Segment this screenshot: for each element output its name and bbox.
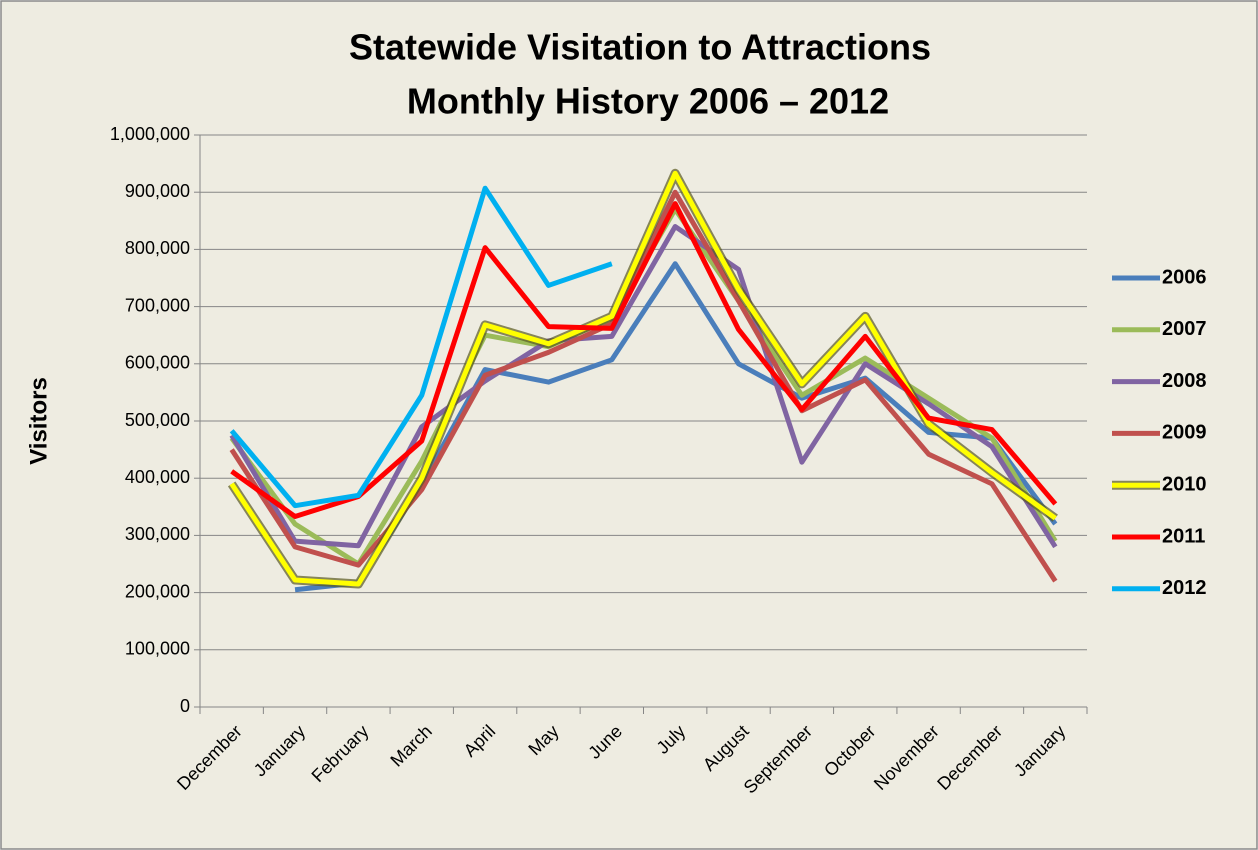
legend-label: 2008 bbox=[1162, 370, 1207, 392]
legend-label: 2010 bbox=[1162, 473, 1207, 495]
y-tick-label: 400,000 bbox=[125, 467, 190, 487]
y-tick-label: 600,000 bbox=[125, 353, 190, 373]
y-tick-label: 0 bbox=[180, 696, 190, 716]
legend-label: 2011 bbox=[1162, 525, 1205, 547]
legend-label: 2007 bbox=[1162, 318, 1207, 340]
y-tick-label: 800,000 bbox=[125, 238, 190, 258]
chart-title: Statewide Visitation to Attractions bbox=[349, 27, 931, 68]
y-tick-label: 500,000 bbox=[125, 410, 190, 430]
y-tick-label: 900,000 bbox=[125, 181, 190, 201]
y-tick-label: 1,000,000 bbox=[110, 124, 190, 144]
line bbox=[229, 185, 613, 509]
legend-label: 2006 bbox=[1162, 266, 1207, 288]
chart-title: Monthly History 2006 – 2012 bbox=[407, 81, 889, 122]
y-tick-label: 700,000 bbox=[125, 295, 190, 315]
y-tick-label: 200,000 bbox=[125, 581, 190, 601]
y-tick-label: 300,000 bbox=[125, 524, 190, 544]
legend-label: 2009 bbox=[1162, 422, 1207, 444]
line bbox=[229, 189, 1058, 583]
y-tick-label: 100,000 bbox=[125, 639, 190, 659]
y-axis-label: Visitors bbox=[25, 377, 52, 465]
line bbox=[230, 201, 1058, 520]
legend-label: 2012 bbox=[1162, 577, 1207, 599]
